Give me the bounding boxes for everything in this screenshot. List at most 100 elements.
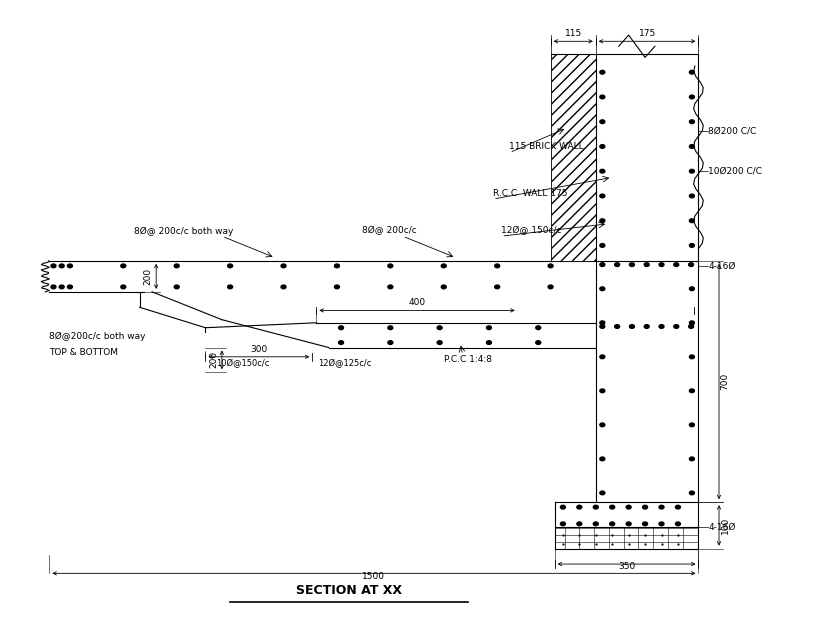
Circle shape [495, 285, 500, 289]
Circle shape [690, 423, 695, 427]
Circle shape [281, 264, 286, 268]
Circle shape [437, 326, 442, 330]
Circle shape [281, 285, 286, 289]
Circle shape [174, 264, 179, 268]
Circle shape [689, 325, 694, 329]
Circle shape [121, 285, 126, 289]
Circle shape [659, 263, 664, 266]
Circle shape [339, 340, 344, 344]
Circle shape [388, 285, 393, 289]
Circle shape [577, 505, 582, 509]
Circle shape [388, 340, 393, 344]
Circle shape [690, 194, 695, 198]
Circle shape [690, 169, 695, 173]
Circle shape [388, 264, 393, 268]
Circle shape [629, 325, 634, 329]
Circle shape [51, 264, 56, 268]
Circle shape [227, 264, 232, 268]
Circle shape [560, 505, 565, 509]
Circle shape [615, 325, 619, 329]
Circle shape [690, 287, 695, 290]
Circle shape [600, 95, 605, 99]
Circle shape [690, 491, 695, 495]
Text: 400: 400 [408, 298, 426, 307]
Circle shape [67, 285, 72, 289]
Circle shape [593, 522, 598, 525]
Circle shape [486, 326, 491, 330]
Circle shape [642, 505, 647, 509]
Text: 200: 200 [210, 351, 218, 369]
Text: 8Ø200 C/C: 8Ø200 C/C [708, 127, 757, 135]
Circle shape [626, 505, 631, 509]
Circle shape [600, 120, 605, 124]
Text: 200: 200 [144, 268, 153, 285]
Circle shape [690, 95, 695, 99]
Circle shape [644, 325, 649, 329]
Circle shape [600, 219, 605, 223]
Circle shape [59, 264, 64, 268]
Circle shape [495, 264, 500, 268]
Circle shape [577, 522, 582, 525]
Circle shape [659, 325, 664, 329]
Circle shape [600, 423, 605, 427]
Circle shape [593, 505, 598, 509]
Circle shape [600, 263, 605, 266]
Circle shape [560, 522, 565, 525]
Circle shape [600, 287, 605, 290]
Circle shape [676, 522, 681, 525]
Circle shape [600, 491, 605, 495]
Text: TOP & BOTTOM: TOP & BOTTOM [49, 347, 119, 357]
Circle shape [600, 145, 605, 149]
Text: 8Ø@ 200c/c: 8Ø@ 200c/c [362, 226, 417, 236]
Circle shape [600, 457, 605, 461]
Circle shape [600, 355, 605, 359]
Text: 4-16Ø: 4-16Ø [708, 522, 735, 532]
Text: 10Ø200 C/C: 10Ø200 C/C [708, 167, 762, 176]
Circle shape [690, 355, 695, 359]
Circle shape [388, 326, 393, 330]
Circle shape [59, 285, 64, 289]
Circle shape [442, 264, 447, 268]
Text: 8Ø@200c/c both way: 8Ø@200c/c both way [49, 332, 146, 341]
Circle shape [659, 522, 664, 525]
Circle shape [690, 219, 695, 223]
Text: R.C.C  WALL 175: R.C.C WALL 175 [493, 189, 568, 198]
Circle shape [536, 340, 540, 344]
Text: 100: 100 [720, 517, 730, 534]
Circle shape [690, 70, 695, 74]
Text: 700: 700 [720, 373, 730, 390]
Circle shape [610, 522, 615, 525]
Circle shape [600, 194, 605, 198]
Text: 12Ø@ 150c/c: 12Ø@ 150c/c [501, 226, 562, 235]
Circle shape [690, 145, 695, 149]
Circle shape [674, 263, 679, 266]
Circle shape [600, 244, 605, 247]
Circle shape [659, 505, 664, 509]
Circle shape [442, 285, 447, 289]
Circle shape [676, 505, 681, 509]
Circle shape [548, 285, 553, 289]
Circle shape [339, 326, 344, 330]
Circle shape [536, 326, 540, 330]
Circle shape [334, 285, 339, 289]
Circle shape [600, 169, 605, 173]
Text: SECTION AT XX: SECTION AT XX [296, 584, 403, 597]
Bar [550, 54, 596, 261]
Circle shape [121, 264, 126, 268]
Circle shape [600, 321, 605, 325]
Circle shape [642, 522, 647, 525]
Circle shape [615, 263, 619, 266]
Circle shape [629, 263, 634, 266]
Text: 115: 115 [564, 29, 582, 38]
Text: 175: 175 [638, 29, 656, 38]
Circle shape [600, 70, 605, 74]
Circle shape [690, 244, 695, 247]
Circle shape [690, 457, 695, 461]
Circle shape [690, 120, 695, 124]
Circle shape [174, 285, 179, 289]
Text: 350: 350 [618, 562, 635, 571]
Circle shape [600, 389, 605, 393]
Text: 8Ø@ 200c/c both way: 8Ø@ 200c/c both way [134, 226, 233, 236]
Circle shape [690, 321, 695, 325]
Circle shape [437, 340, 442, 344]
